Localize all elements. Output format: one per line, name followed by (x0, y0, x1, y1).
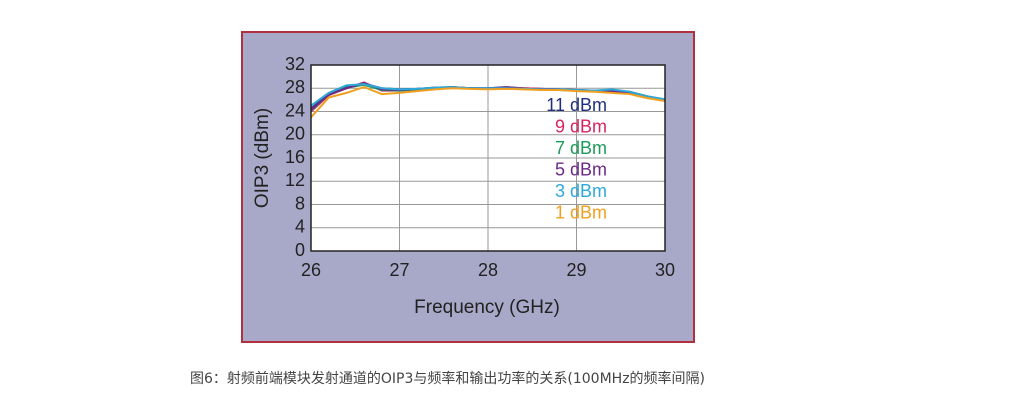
legend-entry: 3 dBm (555, 181, 607, 201)
y-tick-label: 12 (285, 170, 305, 190)
legend-entry: 1 dBm (555, 202, 607, 222)
caption: 图6：射频前端模块发射通道的OIP3与频率和输出功率的关系(100MHz的频率间… (190, 371, 706, 387)
y-tick-label: 24 (285, 100, 305, 120)
x-tick-label: 29 (566, 260, 586, 280)
y-tick-label: 28 (285, 77, 305, 97)
series-line (310, 86, 666, 118)
chart: Frequency (GHz) OIP3 (dBm) 0 4 8 12 16 20 24 28… (241, 31, 695, 343)
y-tick-label: 20 (285, 124, 305, 144)
series-line (310, 83, 666, 107)
y-tick-label: 8 (295, 193, 305, 213)
y-tick-label: 16 (285, 147, 305, 167)
legend-entry: 7 dBm (555, 138, 607, 158)
x-tick-label: 27 (389, 260, 409, 280)
y-tick-label: 4 (295, 217, 305, 237)
y-tick-label: 32 (285, 54, 305, 74)
legend-entry: 9 dBm (555, 116, 607, 136)
y-tick-label: 0 (295, 240, 305, 260)
plot-border (310, 64, 666, 252)
legend-entry: 5 dBm (555, 159, 607, 179)
x-tick-label: 26 (301, 260, 321, 280)
x-tick-label: 30 (655, 260, 675, 280)
x-axis-label: Frequency (GHz) (414, 297, 560, 318)
y-axis-label: OIP3 (dBm) (252, 108, 273, 208)
legend-entry: 11 dBm (546, 95, 607, 115)
x-tick-label: 28 (478, 260, 498, 280)
